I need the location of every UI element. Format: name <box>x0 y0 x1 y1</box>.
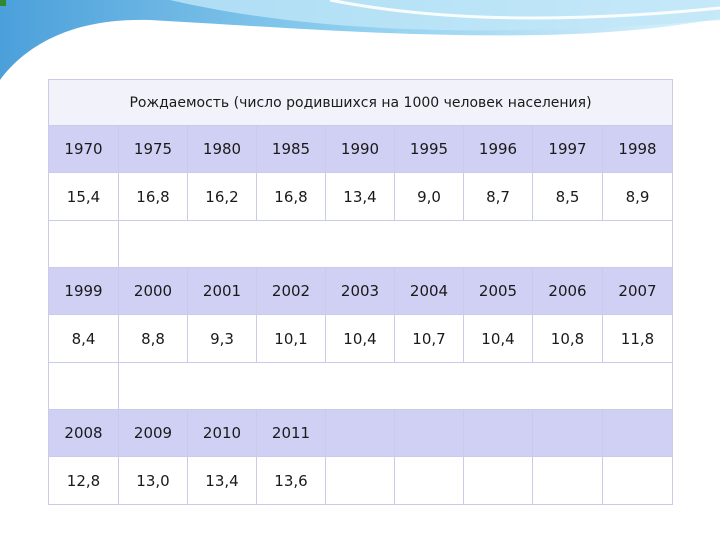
top-decoration <box>0 0 720 80</box>
table-title: Рождаемость (число родившихся на 1000 че… <box>47 79 674 126</box>
year-cell: 2009 <box>118 409 188 457</box>
value-cell: 8,5 <box>532 172 603 221</box>
year-cell: 2004 <box>394 267 464 315</box>
year-row: 2008 2009 2010 2011 <box>48 409 674 457</box>
year-cell: 2002 <box>256 267 326 315</box>
year-row: 1999 2000 2001 2002 2003 2004 2005 2006 … <box>48 267 674 315</box>
year-cell: 1995 <box>394 125 464 173</box>
value-cell: 16,8 <box>118 172 188 221</box>
year-cell: 2007 <box>601 267 674 315</box>
value-cell <box>601 456 674 505</box>
year-cell: 2010 <box>187 409 257 457</box>
value-row: 8,4 8,8 9,3 10,1 10,4 10,7 10,4 10,8 11,… <box>48 314 674 363</box>
value-cell: 16,8 <box>256 172 326 221</box>
year-cell: 1985 <box>256 125 326 173</box>
year-cell: 1997 <box>532 125 603 173</box>
value-cell: 12,8 <box>48 456 119 505</box>
value-cell: 10,7 <box>394 314 464 363</box>
year-cell: 2005 <box>463 267 533 315</box>
value-cell: 8,8 <box>118 314 188 363</box>
year-cell <box>463 409 533 457</box>
year-cell: 2011 <box>256 409 326 457</box>
year-cell: 1996 <box>463 125 533 173</box>
value-cell: 11,8 <box>601 314 674 363</box>
title-row: Рождаемость (число родившихся на 1000 че… <box>47 79 674 126</box>
value-cell: 13,6 <box>256 456 326 505</box>
empty-cell <box>117 220 674 268</box>
year-cell <box>532 409 603 457</box>
year-cell <box>325 409 395 457</box>
year-cell: 2001 <box>187 267 257 315</box>
value-cell: 10,4 <box>463 314 533 363</box>
value-cell: 9,3 <box>187 314 257 363</box>
year-cell: 1980 <box>187 125 257 173</box>
empty-cell <box>117 362 674 410</box>
value-cell: 13,4 <box>187 456 257 505</box>
value-cell <box>394 456 464 505</box>
year-cell <box>394 409 464 457</box>
birth-rate-table: Рождаемость (число родившихся на 1000 че… <box>47 79 674 505</box>
corner-marker <box>0 0 6 6</box>
value-row: 12,8 13,0 13,4 13,6 <box>48 456 674 505</box>
value-cell: 8,4 <box>48 314 119 363</box>
spacer-row <box>48 362 674 410</box>
year-cell: 1975 <box>118 125 188 173</box>
value-cell: 10,8 <box>532 314 603 363</box>
year-cell <box>601 409 674 457</box>
year-cell: 1998 <box>601 125 674 173</box>
year-cell: 2000 <box>118 267 188 315</box>
year-cell: 1970 <box>48 125 119 173</box>
year-row: 1970 1975 1980 1985 1990 1995 1996 1997 … <box>48 125 674 173</box>
value-cell <box>463 456 533 505</box>
empty-cell <box>48 220 119 268</box>
year-cell: 2008 <box>48 409 119 457</box>
spacer-row <box>48 220 674 268</box>
year-cell: 2006 <box>532 267 603 315</box>
value-row: 15,4 16,8 16,2 16,8 13,4 9,0 8,7 8,5 8,9 <box>48 172 674 221</box>
value-cell: 8,9 <box>601 172 674 221</box>
value-cell <box>532 456 603 505</box>
value-cell: 10,1 <box>256 314 326 363</box>
value-cell: 13,0 <box>118 456 188 505</box>
year-cell: 1999 <box>48 267 119 315</box>
value-cell: 8,7 <box>463 172 533 221</box>
year-cell: 1990 <box>325 125 395 173</box>
value-cell: 13,4 <box>325 172 395 221</box>
value-cell: 15,4 <box>48 172 119 221</box>
value-cell <box>325 456 395 505</box>
value-cell: 9,0 <box>394 172 464 221</box>
year-cell: 2003 <box>325 267 395 315</box>
value-cell: 10,4 <box>325 314 395 363</box>
empty-cell <box>48 362 119 410</box>
value-cell: 16,2 <box>187 172 257 221</box>
